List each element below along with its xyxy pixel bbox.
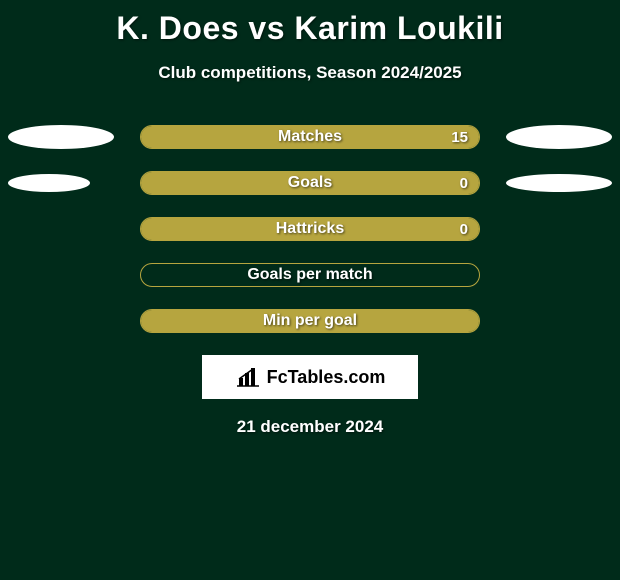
bar-track [140,125,480,149]
bar-fill [141,172,479,194]
bars-icon [235,366,261,388]
left-ellipse [8,174,90,192]
right-ellipse [506,174,612,192]
bar-track [140,309,480,333]
brand-box: FcTables.com [202,355,418,399]
brand-text: FcTables.com [267,367,386,388]
stat-row: Hattricks 0 [0,217,620,241]
bar-track [140,263,480,287]
bar-fill [141,126,479,148]
stats-container: Matches 15 Goals 0 Hattricks 0 Goals per… [0,125,620,333]
stat-row: Goals per match [0,263,620,287]
stat-row: Matches 15 [0,125,620,149]
subtitle: Club competitions, Season 2024/2025 [0,63,620,83]
stat-row: Goals 0 [0,171,620,195]
bar-fill [141,310,479,332]
bar-track [140,171,480,195]
stat-row: Min per goal [0,309,620,333]
bar-fill [141,218,479,240]
bar-track [140,217,480,241]
left-ellipse [8,125,114,149]
page-title: K. Does vs Karim Loukili [0,0,620,47]
right-ellipse [506,125,612,149]
date-text: 21 december 2024 [0,417,620,437]
